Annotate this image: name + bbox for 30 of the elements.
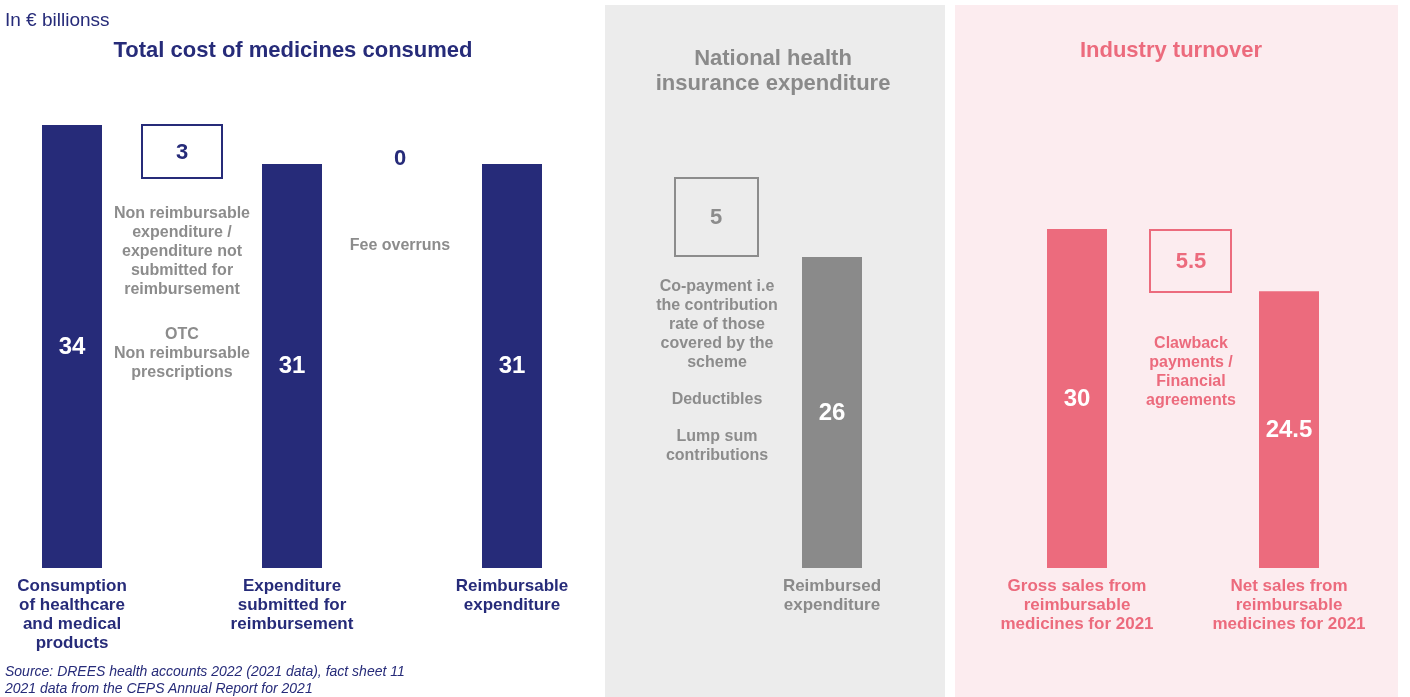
annotation: 3 [175, 139, 189, 164]
annotation: Non reimbursable prescriptions [113, 344, 251, 380]
text: Co-payment i.e the contribution rate of those covered by the scheme [656, 277, 778, 370]
annotation: Clawback payments / Financial agreements [1146, 334, 1237, 408]
annotation: 5.5 [1175, 248, 1207, 273]
chart-title: Total cost of medicines consumed [113, 37, 473, 62]
text: 5 [709, 204, 723, 229]
x-tick-label: Reimbursed expenditure [782, 576, 882, 614]
text: Lump sum contributions [665, 427, 769, 463]
x-tick-label: Reimbursable expenditure [455, 576, 569, 614]
chart-title: National health insurance expenditure [655, 45, 891, 95]
x-tick-label: Net sales from reimbursable medicines for 2021 [1212, 576, 1366, 633]
source-note: Source: DREES health accounts 2022 (2021 data), fact sheet 11 [5, 663, 405, 679]
text: 2021 data from the CEPS Annual Report for 2021 [4, 680, 313, 696]
annotation: OTC [165, 325, 200, 342]
text: Deductibles [671, 390, 763, 407]
annotation: 0 [393, 145, 407, 170]
data-label: 30 [1063, 383, 1091, 411]
text: In € billionss [5, 9, 110, 30]
data-label: 34 [58, 331, 86, 359]
data-label: 31 [278, 351, 306, 379]
data-label: 26 [818, 397, 846, 425]
annotation: Fee overruns [349, 236, 451, 253]
data-label: 31 [498, 351, 526, 379]
x-tick-label: Gross sales from reimbursable medicines for 2021 [1000, 576, 1154, 633]
x-tick-label: Expenditure submitted for reimbursement [230, 576, 354, 633]
data-label: 24.5 [1265, 414, 1313, 442]
annotation: Non reimbursable expenditure / expenditure not submitted for reimbursement [113, 204, 251, 297]
chart-title: Industry turnover [1079, 37, 1263, 62]
x-tick-label: Consumption of healthcare and medical products [17, 576, 127, 652]
